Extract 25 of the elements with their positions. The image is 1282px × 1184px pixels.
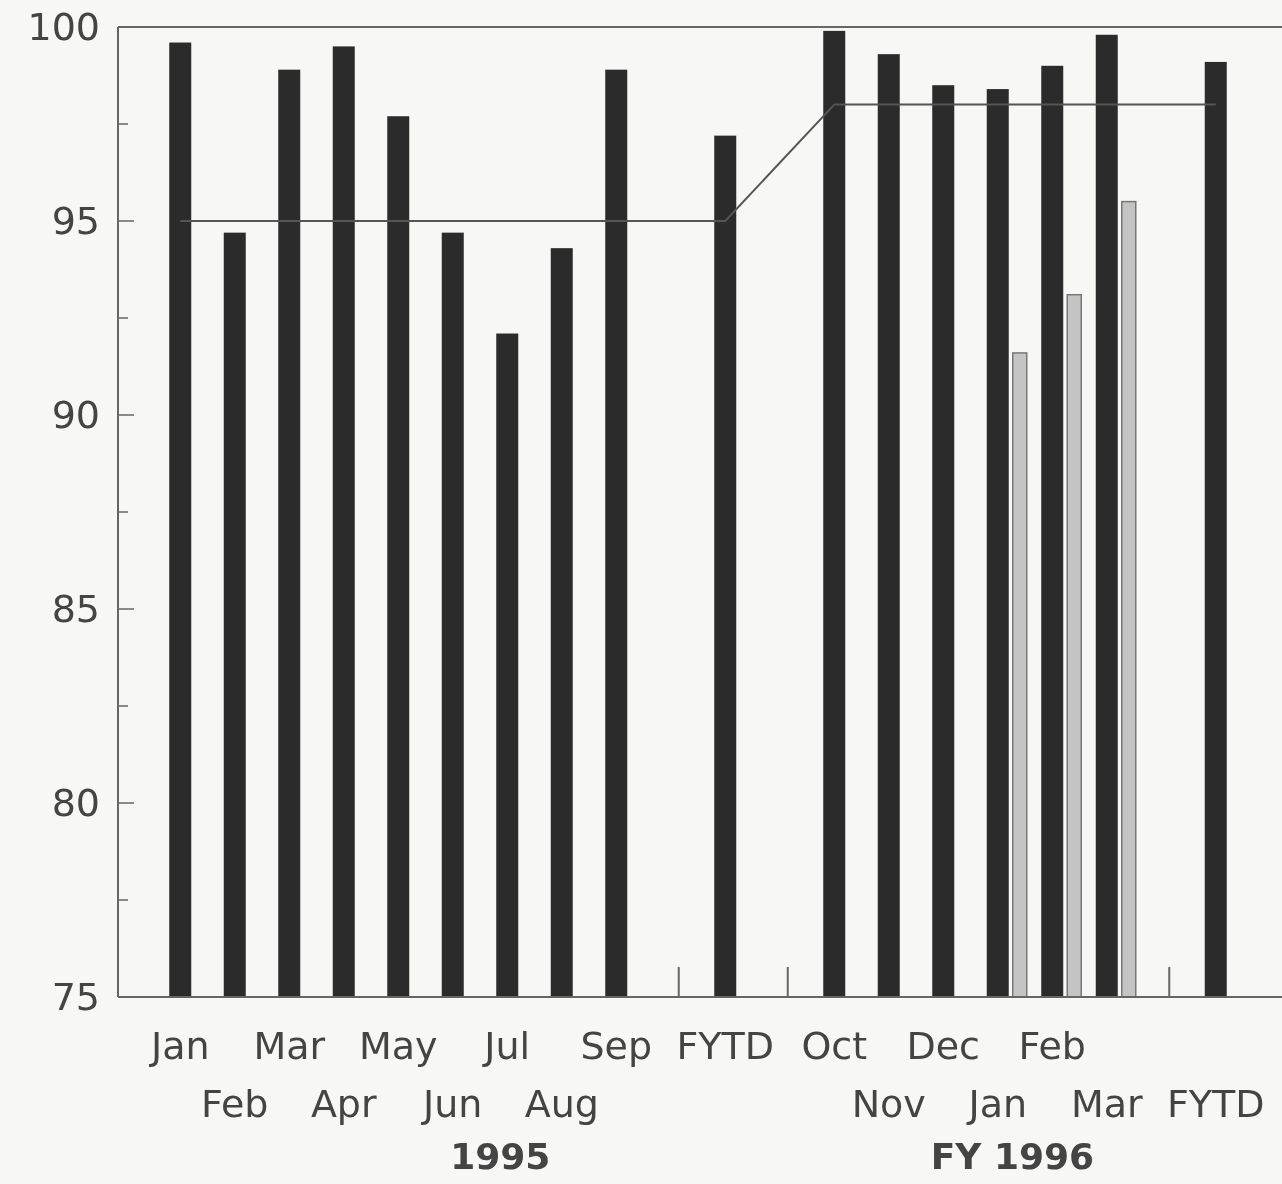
x-tick-label: Feb	[1018, 1024, 1086, 1068]
text: 1995	[450, 1136, 551, 1177]
x-tick-label: Mar	[253, 1024, 326, 1068]
x-tick-label: Dec	[906, 1024, 981, 1068]
x-tick-label: Apr	[310, 1082, 377, 1126]
text: FY 1996	[930, 1136, 1095, 1177]
y-tick-label: 95	[51, 199, 100, 243]
x-tick-label: Jun	[421, 1082, 483, 1126]
y-tick-label: 80	[51, 781, 100, 825]
y-tick-label: 75	[51, 975, 100, 1019]
y-tick-label: 85	[51, 587, 100, 631]
x-tick-label: Jan	[148, 1024, 210, 1068]
x-tick-label: Nov	[851, 1082, 926, 1126]
y-tick-label: 90	[51, 393, 100, 437]
x-tick-label: Aug	[524, 1082, 599, 1126]
x-tick-label: FYTD	[676, 1024, 775, 1068]
x-tick-label: FYTD	[1166, 1082, 1265, 1126]
x-tick-label: Mar	[1070, 1082, 1143, 1126]
x-tick-label: Jan	[966, 1082, 1028, 1126]
y-tick-label: 100	[27, 5, 100, 49]
x-tick-label: Sep	[580, 1024, 653, 1068]
x-tick-label: Jul	[482, 1024, 531, 1068]
x-tick-label: May	[358, 1024, 438, 1068]
x-tick-label: Oct	[801, 1024, 868, 1068]
x-tick-label: Feb	[201, 1082, 269, 1126]
